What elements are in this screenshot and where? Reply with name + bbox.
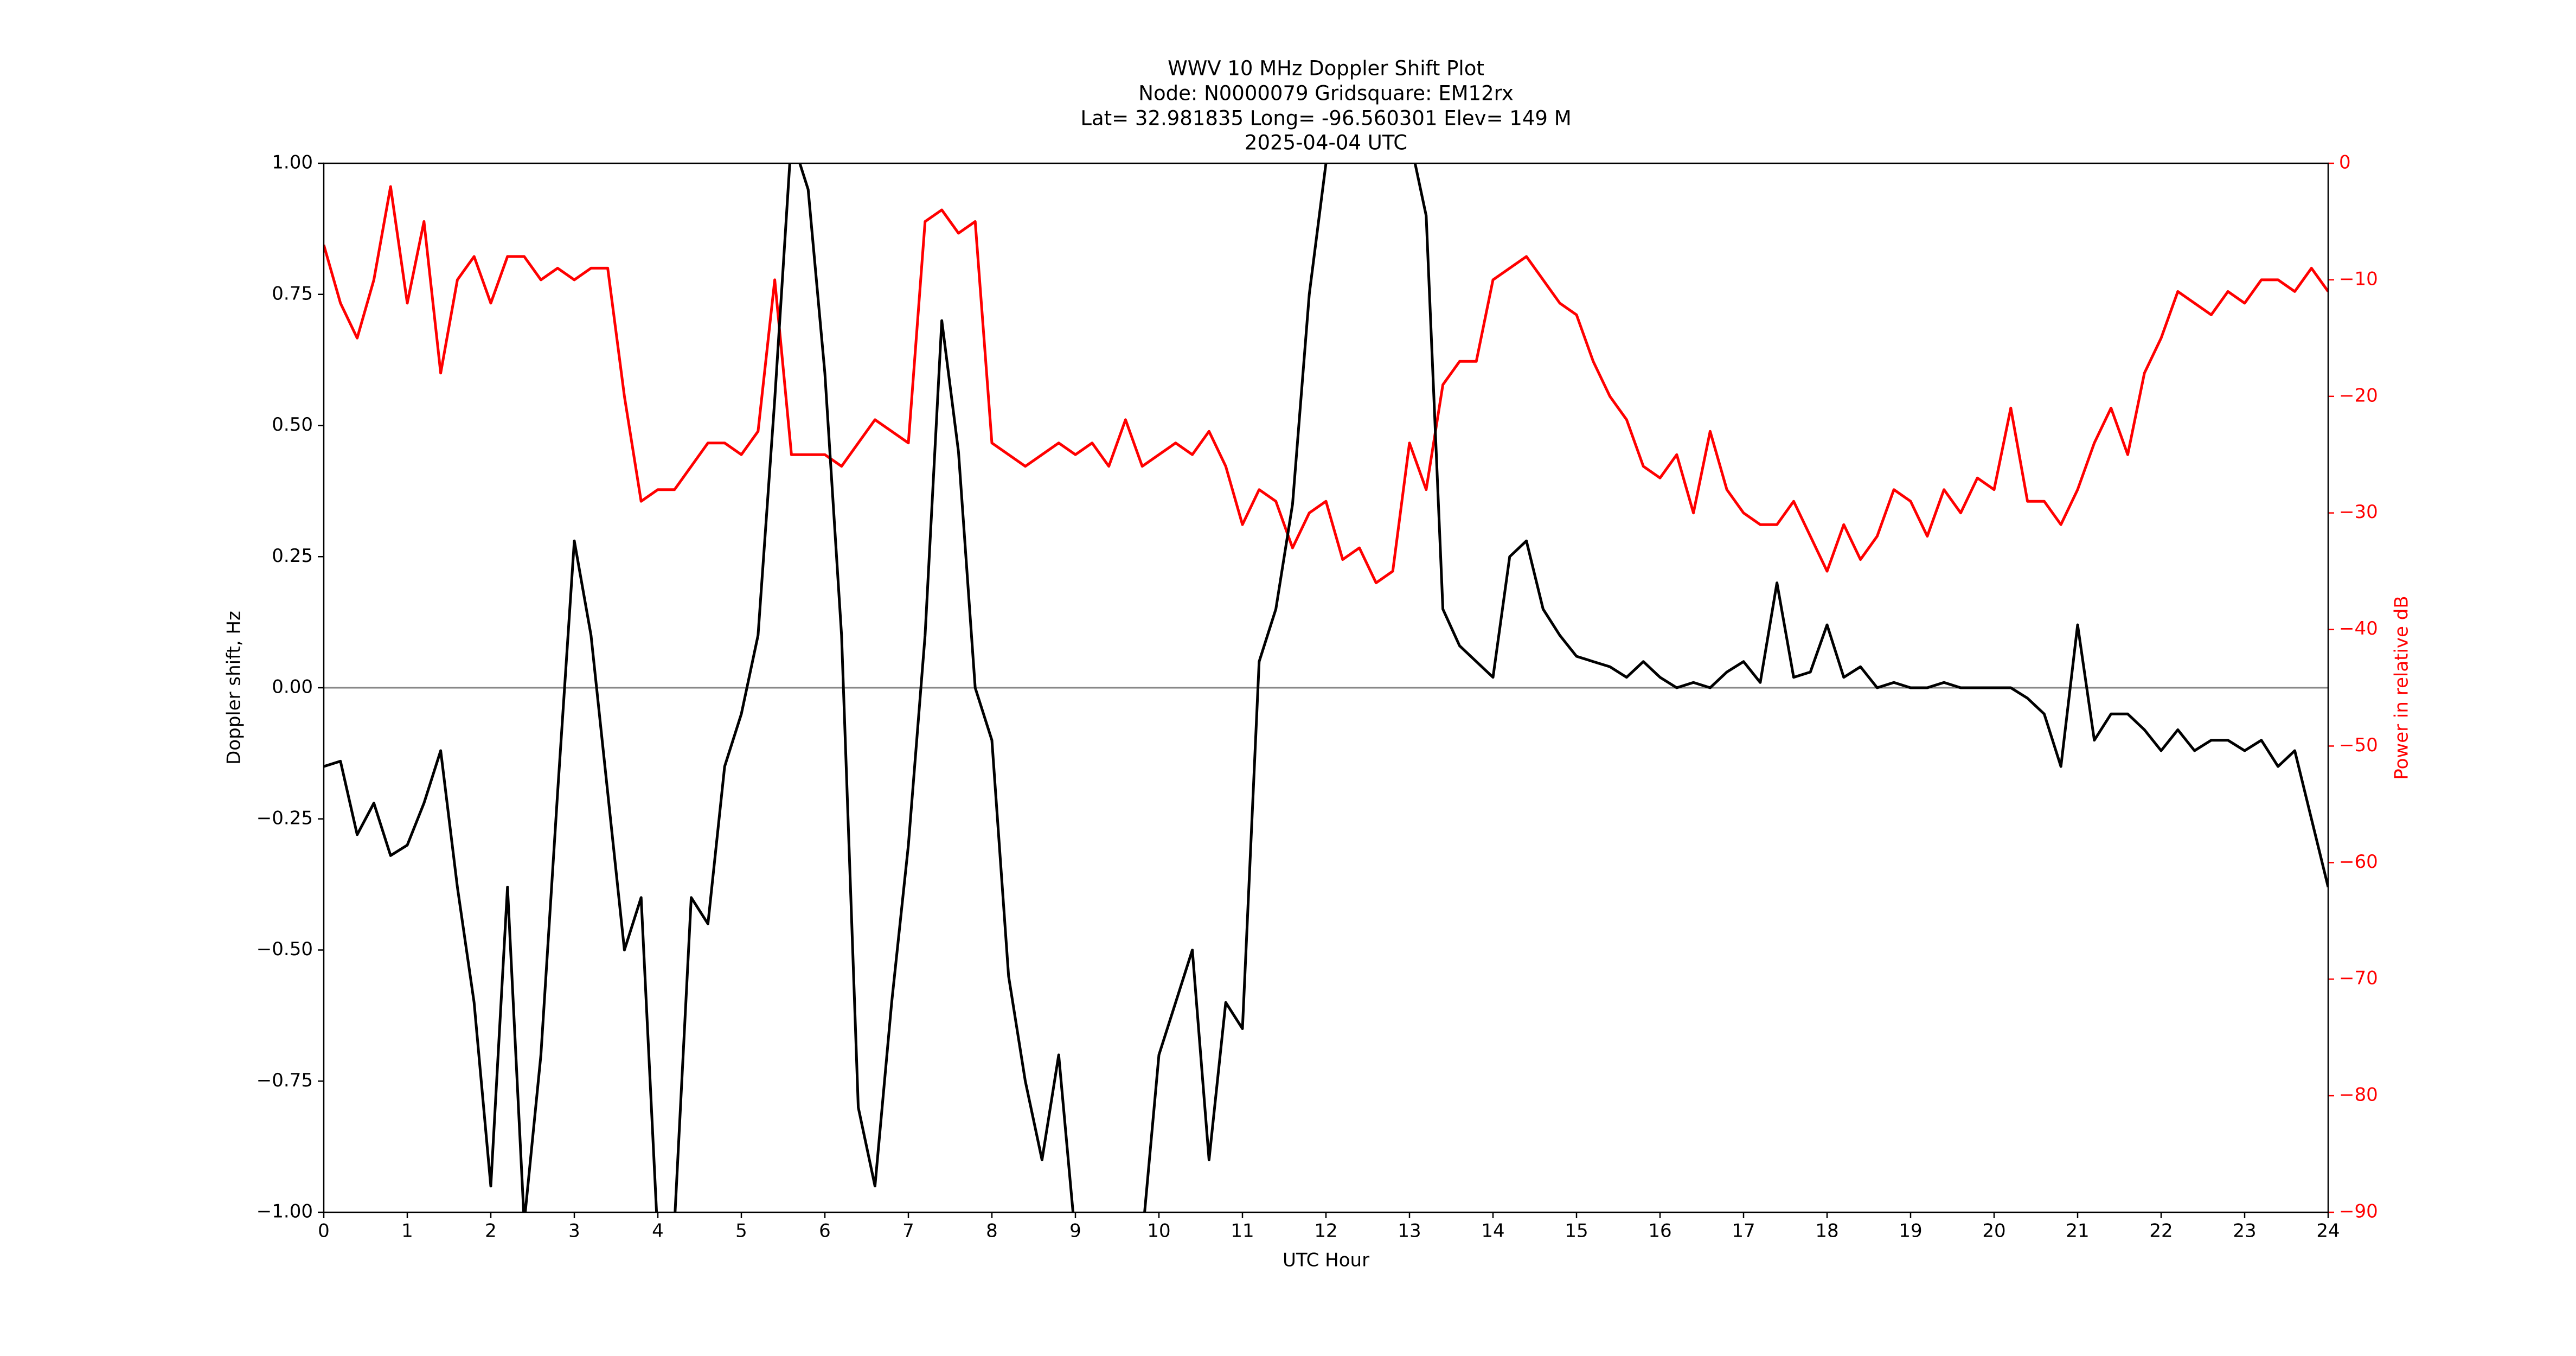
x-axis-label: UTC Hour [1283, 1250, 1369, 1271]
y-tick-label: 0.00 [272, 676, 313, 698]
x-tick-label: 3 [568, 1220, 580, 1242]
x-tick-label: 11 [1231, 1220, 1254, 1242]
chart-subtitle: Lat= 32.981835 Long= -96.560301 Elev= 14… [1080, 107, 1571, 130]
x-tick-label: 18 [1815, 1220, 1838, 1242]
x-tick-label: 12 [1314, 1220, 1337, 1242]
y2-tick-label: −80 [2339, 1084, 2378, 1106]
x-tick-label: 13 [1398, 1220, 1421, 1242]
x-tick-label: 6 [819, 1220, 831, 1242]
chart-subtitle: 2025-04-04 UTC [1245, 131, 1407, 155]
x-tick-label: 5 [735, 1220, 747, 1242]
plot-frame [323, 162, 2329, 1213]
x-tick-label: 20 [1982, 1220, 2005, 1242]
y-tick-label: −0.75 [257, 1070, 313, 1091]
x-tick-label: 0 [318, 1220, 330, 1242]
x-tick-label: 17 [1732, 1220, 1755, 1242]
chart-title: WWV 10 MHz Doppler Shift Plot [1168, 57, 1484, 80]
y2-tick-label: −30 [2339, 501, 2378, 523]
x-tick-label: 21 [2066, 1220, 2089, 1242]
y2-tick-label: −50 [2339, 734, 2378, 756]
y-tick-label: 1.00 [272, 152, 313, 174]
x-tick-label: 8 [986, 1220, 998, 1242]
y2-tick-label: −20 [2339, 385, 2378, 406]
y2-axis-label: Power in relative dB [2391, 596, 2413, 779]
x-tick-label: 16 [1648, 1220, 1671, 1242]
data-line [324, 185, 2328, 585]
y-tick-label: −1.00 [257, 1201, 313, 1223]
x-tick-label: 2 [485, 1220, 497, 1242]
y-tick-label: −0.50 [257, 938, 313, 960]
x-tick-label: 9 [1069, 1220, 1081, 1242]
y2-tick-label: −40 [2339, 618, 2378, 639]
y-tick-label: 0.75 [272, 283, 313, 304]
x-tick-label: 7 [902, 1220, 914, 1242]
x-tick-label: 23 [2233, 1220, 2256, 1242]
x-tick-label: 1 [401, 1220, 413, 1242]
data-line [324, 163, 2328, 1212]
x-tick-label: 4 [652, 1220, 664, 1242]
y-tick-label: 0.25 [272, 545, 313, 567]
y-tick-label: −0.25 [257, 807, 313, 829]
y-axis-label: Doppler shift, Hz [223, 611, 245, 765]
y2-tick-label: 0 [2339, 152, 2351, 174]
x-tick-label: 14 [1481, 1220, 1504, 1242]
y2-tick-label: −70 [2339, 968, 2378, 989]
chart-subtitle: Node: N0000079 Gridsquare: EM12rx [1138, 82, 1513, 105]
y-tick-label: 0.50 [272, 414, 313, 436]
y2-tick-label: −60 [2339, 851, 2378, 873]
y2-tick-label: −10 [2339, 268, 2378, 290]
x-tick-label: 15 [1565, 1220, 1588, 1242]
y2-tick-label: −90 [2339, 1201, 2378, 1223]
x-tick-label: 19 [1899, 1220, 1922, 1242]
x-tick-label: 22 [2149, 1220, 2173, 1242]
x-tick-label: 24 [2316, 1220, 2340, 1242]
x-tick-label: 10 [1147, 1220, 1170, 1242]
